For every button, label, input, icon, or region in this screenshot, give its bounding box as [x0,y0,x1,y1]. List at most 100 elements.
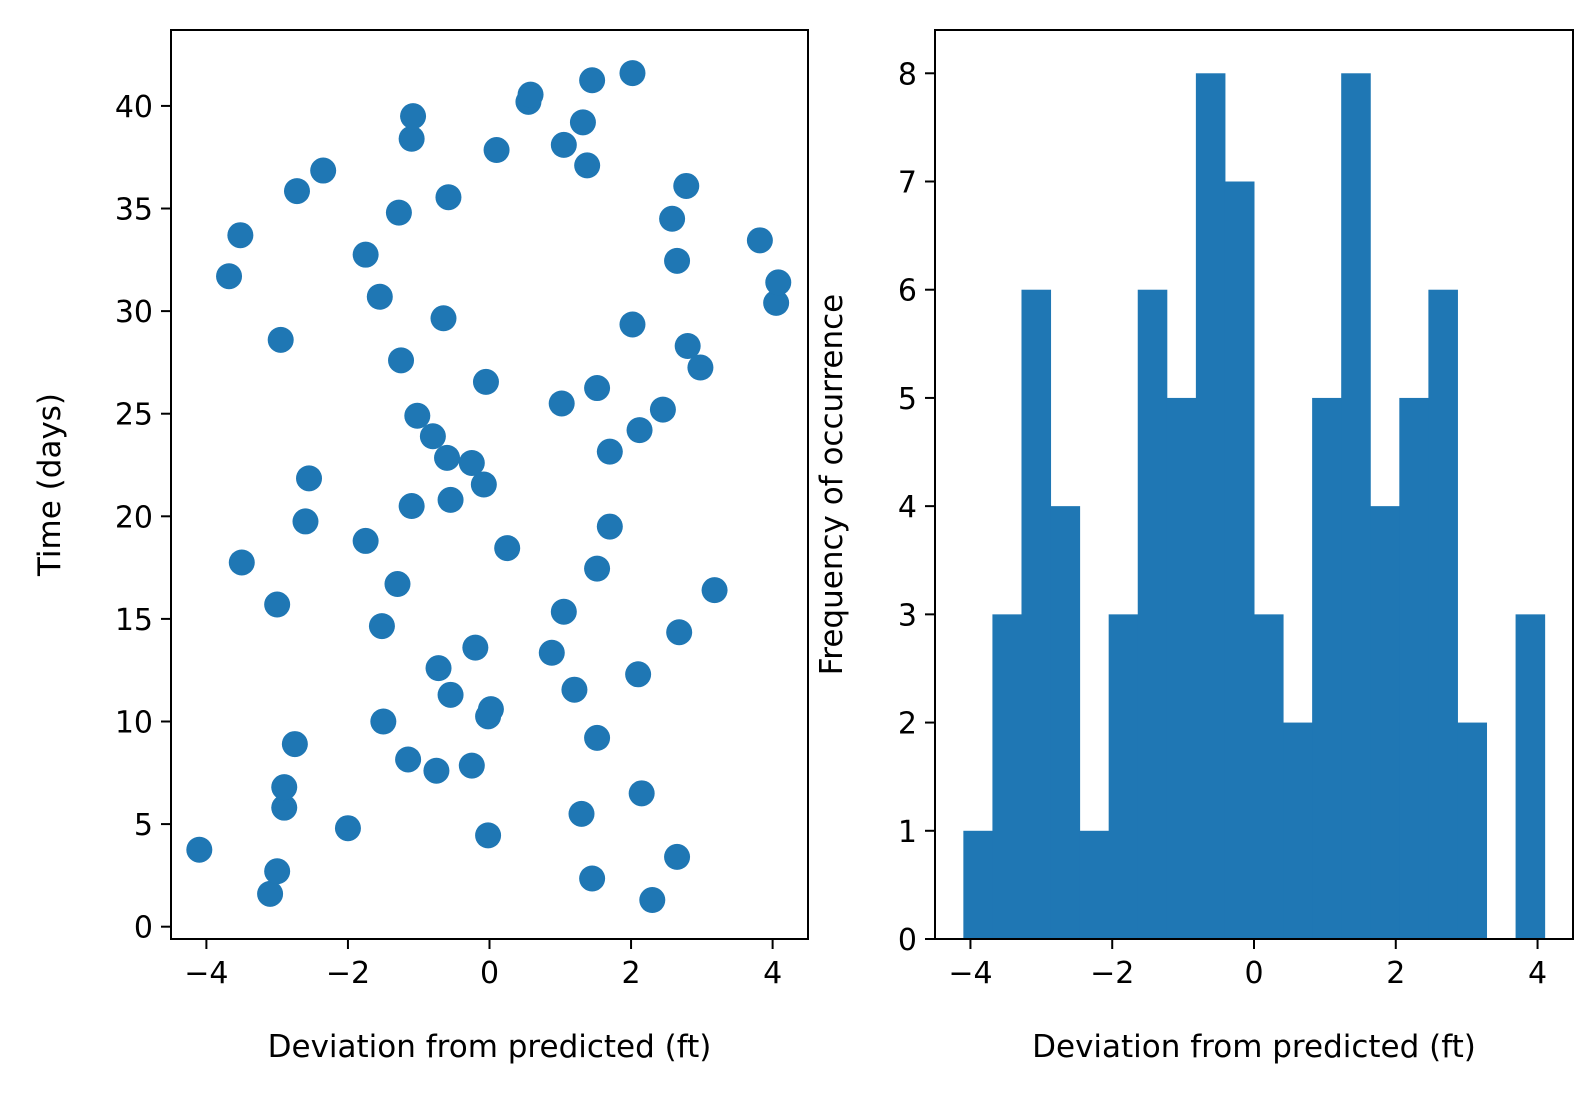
scatter-point [483,137,510,164]
histogram-bar [1224,181,1255,939]
scatter-point [458,752,485,779]
scatter-point [395,746,422,773]
scatter-point [264,858,291,885]
scatter-point [385,199,412,226]
scatter-point [435,184,462,211]
scatter-point [561,676,588,703]
scatter-point [664,247,691,274]
scatter-point [626,417,653,444]
scatter-point [472,368,499,395]
scatter-point [550,131,577,158]
histogram-y-tick-label: 6 [898,274,917,309]
scatter-point [579,67,606,94]
scatter-point [477,696,504,723]
scatter-y-tick-label: 15 [115,603,153,638]
histogram-bar [1370,506,1400,939]
scatter-point [765,269,792,296]
scatter-x-tick-label: −2 [326,956,370,991]
histogram-y-tick-label: 3 [898,598,917,633]
scatter-y-tick-label: 40 [115,90,153,125]
histogram-bar [1515,614,1546,939]
histogram-x-tick-label: −4 [948,956,992,991]
scatter-point [584,724,611,751]
scatter-point [494,535,521,562]
scatter-point [281,731,308,758]
histogram-y-tick-label: 2 [898,707,917,742]
scatter-x-tick-label: −4 [184,956,228,991]
scatter-point [475,822,502,849]
histogram-bar [1457,722,1488,939]
histogram-y-tick-label: 8 [898,57,917,92]
scatter-y-tick-label: 20 [115,500,153,535]
scatter-point [625,661,652,688]
scatter-point [458,449,485,476]
scatter-x-axis-label: Deviation from predicted (ft) [268,1029,712,1065]
histogram-y-tick-label: 5 [898,382,917,417]
scatter-y-ticks: 0 5 10 15 20 25 30 35 40 [115,90,171,946]
histogram-y-tick-label: 1 [898,815,917,850]
scatter-y-tick-label: 5 [134,808,153,843]
scatter-point [619,311,646,338]
scatter-point [400,103,427,130]
scatter-point [746,227,773,254]
histogram-bar [1195,73,1226,940]
scatter-point [659,205,686,232]
scatter-point [292,508,319,535]
scatter-point [267,326,294,353]
scatter-point [548,390,575,417]
histogram-y-tick-label: 4 [898,490,917,525]
scatter-point [404,402,431,429]
histogram-bar [1399,397,1429,939]
histogram-bar [1428,289,1458,939]
scatter-point [264,591,291,618]
scatter-point [584,375,611,402]
scatter-point [666,619,693,646]
histogram-bars [963,73,1546,940]
scatter-point [437,681,464,708]
histogram-x-tick-label: 2 [1386,956,1405,991]
histogram-bar [1050,506,1081,939]
scatter-point [227,222,254,249]
scatter-panel: −4 −2 0 2 4 0 5 10 15 20 25 30 35 40 Deviation from … [32,29,809,1065]
histogram-y-tick-label: 0 [898,923,917,958]
histogram-bar [1108,614,1139,939]
scatter-y-tick-label: 10 [115,705,153,740]
histogram-bar [1021,289,1052,939]
scatter-point [216,263,243,290]
histogram-y-tick-label: 7 [898,166,917,201]
scatter-point [664,843,691,870]
scatter-point [296,465,323,492]
scatter-point [674,332,701,359]
scatter-point [462,634,489,661]
histogram-bar [1283,722,1313,939]
scatter-points [186,60,792,914]
scatter-y-tick-label: 0 [134,911,153,946]
scatter-point [310,157,337,184]
scatter-point [419,423,446,450]
scatter-point [366,283,393,310]
scatter-point [596,513,623,540]
scatter-x-ticks: −4 −2 0 2 4 [184,939,782,991]
histogram-bar [963,830,993,939]
histogram-panel: −4 −2 0 2 4 0 1 2 3 4 5 6 7 8 Deviation from predict… [814,29,1574,1065]
scatter-point [434,444,461,471]
scatter-point [639,887,666,914]
scatter-point [257,880,284,907]
histogram-y-ticks: 0 1 2 3 4 5 6 7 8 [898,57,935,958]
scatter-point [334,815,361,842]
histogram-x-tick-label: 4 [1528,956,1547,991]
scatter-point [584,555,611,582]
scatter-point [574,152,601,179]
scatter-point [283,178,310,205]
scatter-point [538,639,565,666]
scatter-point [470,471,497,498]
scatter-point [673,172,700,199]
histogram-bar [1312,397,1342,939]
scatter-x-tick-label: 0 [480,956,499,991]
histogram-x-axis-label: Deviation from predicted (ft) [1032,1029,1476,1065]
scatter-point [368,613,395,640]
histogram-bar [992,614,1022,939]
scatter-point [271,774,298,801]
histogram-bar [1079,830,1110,939]
